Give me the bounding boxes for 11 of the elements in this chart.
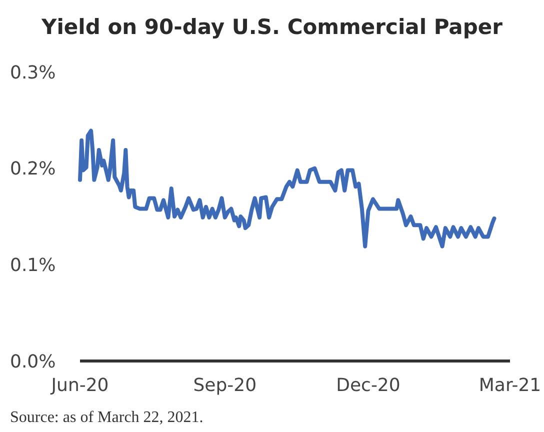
line-series <box>78 128 496 248</box>
x-tick-label: Mar-21 <box>478 375 542 396</box>
y-tick-label: 0.3% <box>10 62 56 84</box>
source-note: Source: as of March 22, 2021. <box>10 409 204 426</box>
chart-title: Yield on 90-day U.S. Commercial Paper <box>40 15 504 39</box>
x-tick-label: Jun-20 <box>50 375 109 396</box>
y-tick-label: 0.0% <box>10 351 56 372</box>
x-tick-label: Dec-20 <box>336 375 400 396</box>
y-tick-label: 0.1% <box>10 254 56 276</box>
y-tick-label: 0.2% <box>10 158 56 180</box>
x-tick-label: Sep-20 <box>193 375 257 396</box>
